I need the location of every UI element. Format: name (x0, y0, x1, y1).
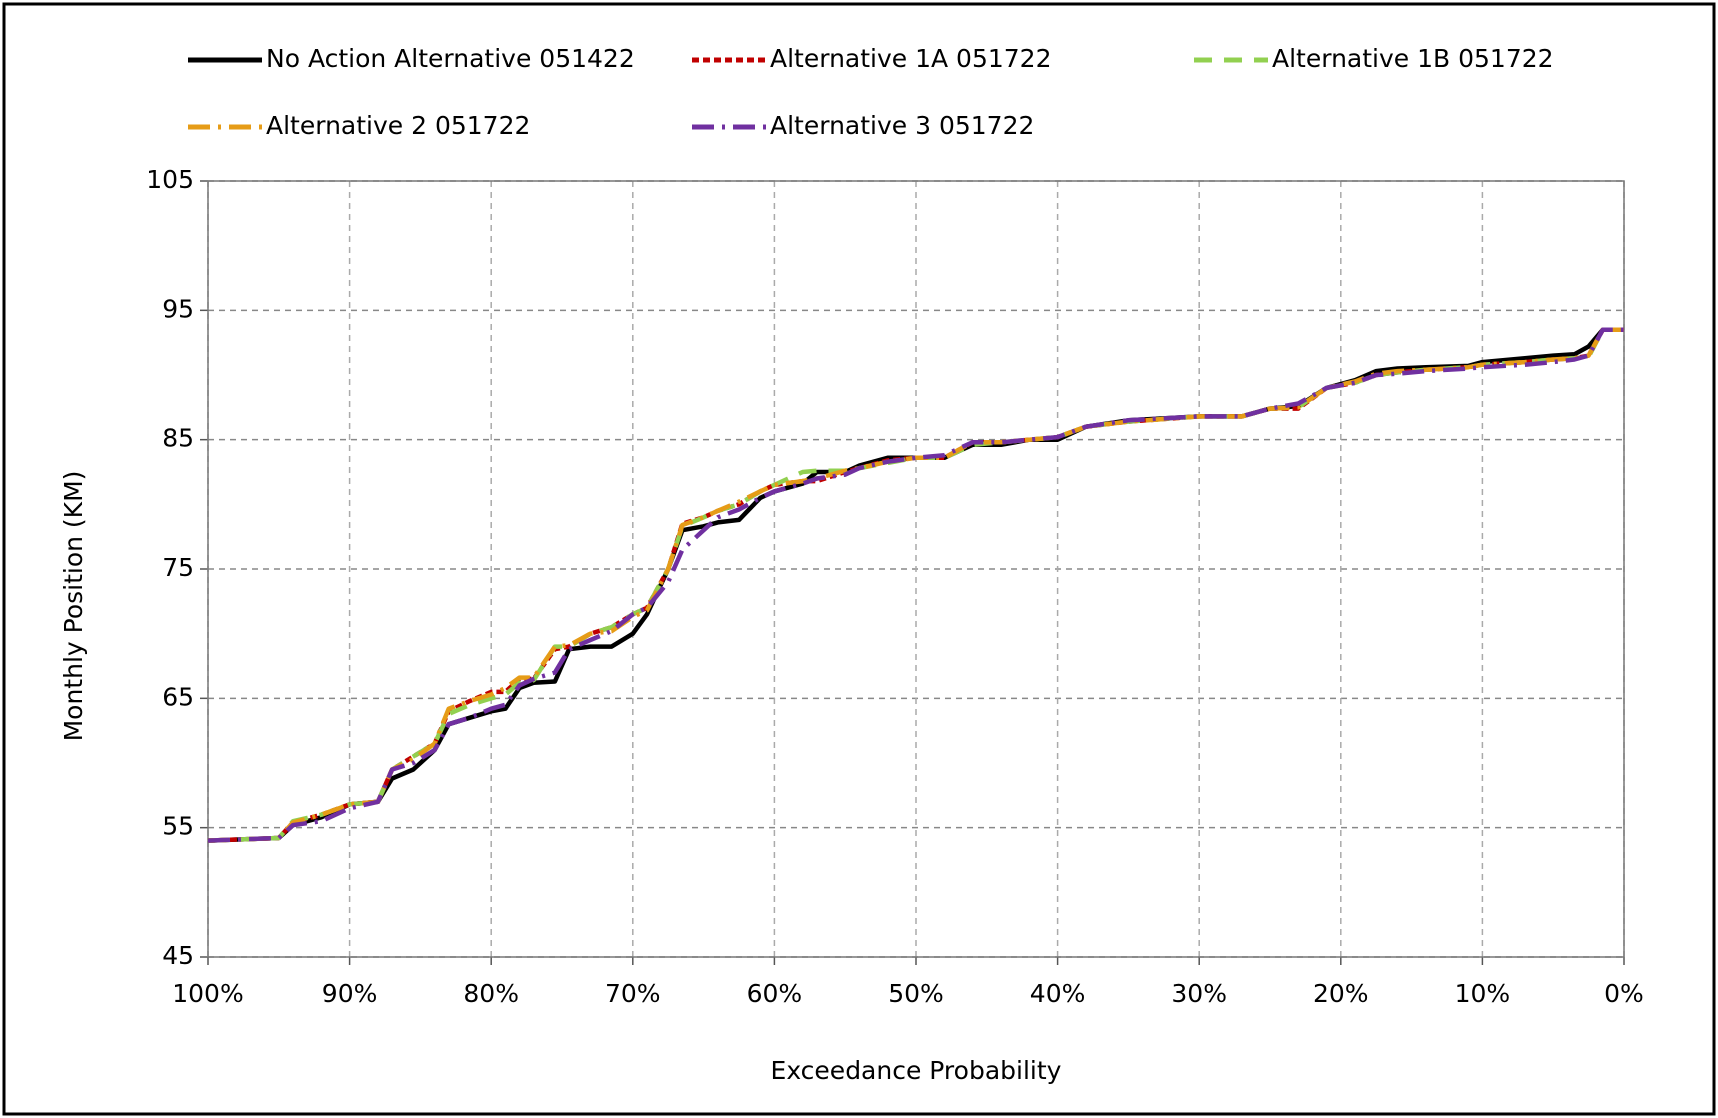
y-tick-label: 65 (162, 682, 194, 711)
plot-frame (207, 180, 1625, 958)
x-tick-label: 10% (1455, 979, 1511, 1008)
legend-label: Alternative 1A 051722 (770, 44, 1052, 73)
x-tick-label: 0% (1604, 979, 1644, 1008)
legend-label: Alternative 3 051722 (770, 111, 1034, 140)
x-tick-label: 60% (747, 979, 803, 1008)
x-tick-label: 90% (322, 979, 378, 1008)
y-tick-label: 75 (162, 553, 194, 582)
y-tick-label: 95 (162, 294, 194, 323)
series-line (207, 327, 1624, 843)
y-axis-title: Monthly Position (KM) (59, 471, 88, 742)
x-tick-label: 70% (605, 979, 661, 1008)
x-tick-label: 80% (463, 979, 519, 1008)
x-tick-label: 40% (1030, 979, 1086, 1008)
y-tick-label: 45 (162, 941, 194, 970)
y-tick-label: 55 (162, 812, 194, 841)
y-tick-label: 105 (146, 165, 194, 194)
legend-label: Alternative 2 051722 (266, 111, 530, 140)
x-tick-label: 100% (172, 979, 243, 1008)
y-tick-label: 85 (162, 424, 194, 453)
x-axis-title: Exceedance Probability (771, 1056, 1062, 1085)
x-tick-label: 20% (1313, 979, 1369, 1008)
legend-label: No Action Alternative 051422 (266, 44, 635, 73)
x-tick-label: 50% (888, 979, 944, 1008)
x-tick-label: 30% (1171, 979, 1227, 1008)
legend-label: Alternative 1B 051722 (1272, 44, 1554, 73)
series-line (207, 327, 1624, 843)
